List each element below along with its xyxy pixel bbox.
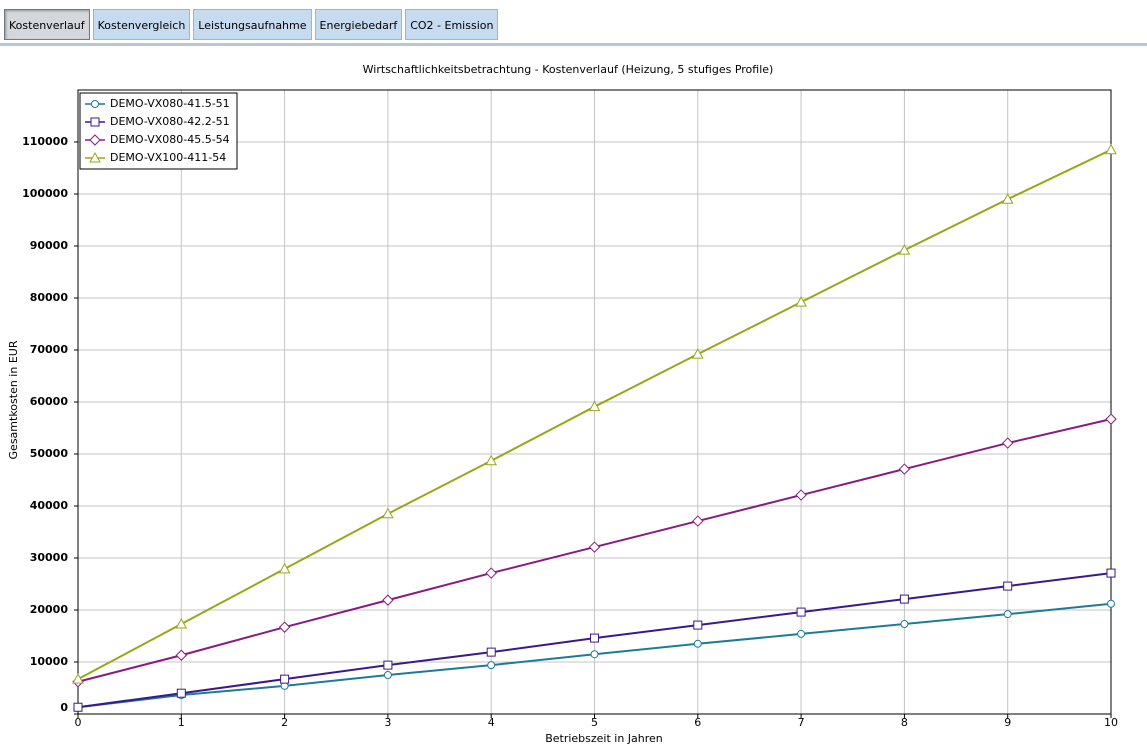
marker: [590, 650, 599, 659]
marker: [1001, 437, 1014, 449]
marker: [900, 620, 909, 629]
marker: [590, 633, 599, 643]
legend-marker: [90, 117, 100, 127]
marker: [382, 507, 394, 519]
marker: [487, 661, 496, 670]
legend-marker: [90, 117, 100, 127]
marker: [383, 660, 393, 670]
tab-divider: [0, 43, 1147, 46]
y-axis-label: Gesamtkosten in EUR: [7, 340, 20, 459]
legend-marker: [89, 134, 101, 146]
marker: [175, 649, 188, 661]
marker: [588, 400, 601, 412]
tab[interactable]: Energiebedarf: [314, 9, 403, 40]
x-tick-label: 4: [488, 716, 495, 729]
marker: [176, 688, 186, 698]
legend-label: DEMO-VX100-411-54: [110, 151, 226, 164]
tab[interactable]: Kostenverlauf: [4, 9, 90, 40]
marker: [691, 348, 704, 359]
y-tick-label: 110000: [22, 135, 68, 148]
x-tick-label: 8: [901, 716, 908, 729]
marker: [796, 607, 806, 617]
tab[interactable]: CO2 - Emission: [405, 9, 499, 40]
marker: [486, 647, 496, 657]
marker: [485, 567, 497, 579]
legend-marker: [89, 151, 101, 163]
y-tick-label: 80000: [30, 291, 69, 304]
chart-title: Wirtschaftlichkeitsbetrachtung - Kostenv…: [363, 63, 774, 76]
marker: [1107, 599, 1115, 608]
marker: [1001, 193, 1014, 204]
x-axis-label: Betriebszeit in Jahren: [545, 732, 663, 745]
plot-border: [77, 89, 1112, 715]
y-tick-label: 90000: [30, 239, 69, 252]
marker: [382, 594, 394, 606]
marker: [795, 296, 807, 307]
legend-marker: [91, 100, 99, 108]
marker: [278, 621, 291, 633]
x-tick-label: 5: [591, 716, 598, 729]
y-tick-label: 70000: [30, 343, 69, 356]
marker: [1105, 143, 1117, 155]
legend-label: DEMO-VX080-45.5-54: [110, 133, 230, 146]
marker: [73, 702, 83, 712]
marker: [1105, 413, 1117, 425]
y-tick-label: 40000: [30, 499, 69, 512]
marker: [692, 515, 704, 527]
x-tick-label: 7: [798, 716, 805, 729]
x-tick-label: 3: [384, 716, 391, 729]
marker: [278, 562, 291, 574]
y-tick-label: 30000: [30, 551, 69, 564]
x-tick-label: 1: [178, 716, 185, 729]
marker: [693, 620, 703, 630]
y-tick-label: 100000: [22, 187, 68, 200]
tab[interactable]: Leistungsaufnahme: [193, 9, 312, 40]
marker: [898, 244, 911, 255]
marker: [280, 674, 290, 684]
x-tick-label: 6: [694, 716, 701, 729]
y-tick-label: 20000: [30, 603, 69, 616]
x-tick-label: 0: [75, 716, 82, 729]
legend-marker: [89, 151, 101, 163]
legend-marker: [89, 134, 101, 146]
marker: [693, 639, 702, 648]
marker: [588, 541, 601, 553]
legend-box: [79, 92, 238, 170]
x-tick-label: 9: [1004, 716, 1011, 729]
marker: [1003, 610, 1012, 619]
tab-bar: Kostenverlauf Kostenvergleich Leistungsauf…: [4, 9, 499, 40]
legend-label: DEMO-VX080-42.2-51: [110, 115, 230, 128]
marker: [797, 629, 806, 638]
tab[interactable]: Kostenvergleich: [92, 9, 191, 40]
legend-label: DEMO-VX080-41.5-51: [110, 97, 230, 110]
legend-marker: [91, 100, 99, 108]
marker: [175, 618, 188, 629]
y-tick-label: 0: [60, 701, 68, 714]
marker: [898, 463, 911, 475]
y-tick-label: 50000: [30, 447, 69, 460]
y-tick-label: 10000: [30, 655, 69, 668]
x-tick-label: 2: [281, 716, 288, 729]
marker: [1003, 581, 1013, 591]
marker: [383, 671, 392, 679]
marker: [899, 594, 909, 604]
marker: [72, 673, 84, 684]
y-tick-label: 60000: [30, 395, 69, 408]
x-tick-label: 10: [1104, 716, 1118, 729]
marker: [1106, 568, 1116, 578]
marker: [485, 454, 498, 466]
marker: [795, 489, 807, 501]
